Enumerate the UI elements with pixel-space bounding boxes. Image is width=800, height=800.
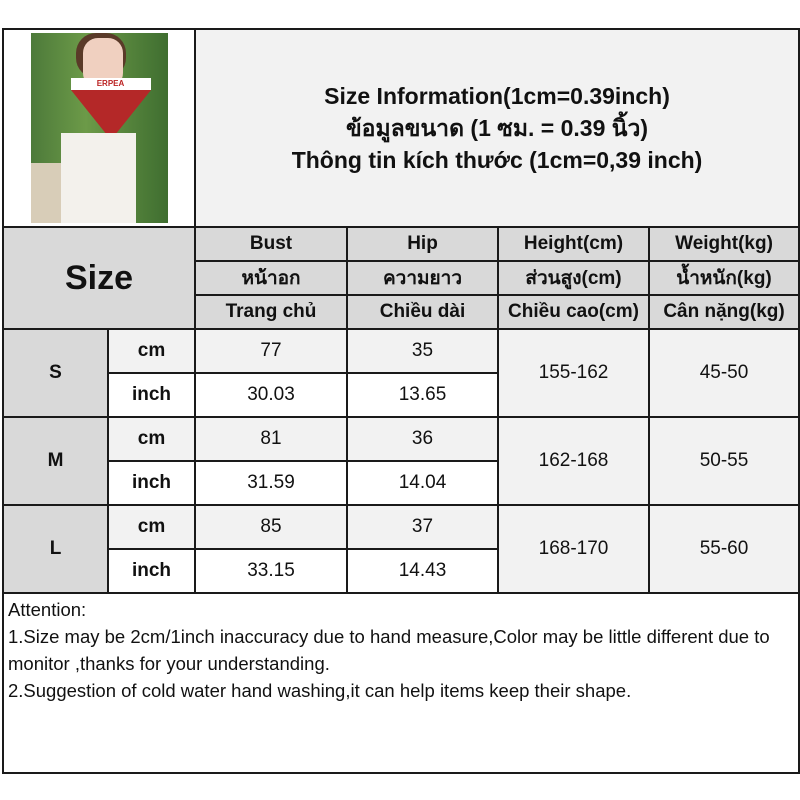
table-row-s-inch: inch 30.03 13.65 — [3, 372, 799, 418]
bust-cm-m: 81 — [194, 416, 348, 462]
size-label-m: M — [2, 416, 109, 506]
bust-inch-m: 31.59 — [194, 460, 348, 506]
table-row-l-inch: inch 33.15 14.43 — [3, 548, 799, 594]
unit-inch: inch — [107, 548, 196, 594]
size-label-l: L — [2, 504, 109, 594]
hip-inch-s: 13.65 — [346, 372, 499, 418]
hip-cm-s: 35 — [346, 328, 499, 374]
header-bust-en: Bust — [194, 226, 348, 262]
unit-cm: cm — [107, 416, 196, 462]
bust-inch-l: 33.15 — [194, 548, 348, 594]
unit-cm: cm — [107, 504, 196, 550]
attention-notes: Attention: 1.Size may be 2cm/1inch inacc… — [1, 592, 800, 774]
bust-cm-s: 77 — [194, 328, 348, 374]
table-row-l-cm: L cm 85 37 168-170 55-60 — [2, 504, 800, 594]
header-hip-vi: Chiều dài — [346, 294, 499, 330]
weight-m: 50-55 — [647, 416, 800, 506]
product-photo-cell: ERPEA — [2, 28, 196, 228]
bust-inch-s: 30.03 — [194, 372, 348, 418]
header-height-th: ส่วนสูง(cm) — [497, 260, 650, 296]
unit-inch: inch — [107, 372, 196, 418]
table-row-s-cm: S cm 77 35 155-162 45-50 — [2, 328, 800, 418]
hip-cm-l: 37 — [346, 504, 499, 550]
title-cell: Size Information(1cm=0.39inch) ข้อมูลขนา… — [193, 28, 800, 228]
height-m: 162-168 — [497, 416, 650, 506]
header-weight-en: Weight(kg) — [647, 226, 800, 262]
header-hip-en: Hip — [346, 226, 499, 262]
bust-cm-l: 85 — [194, 504, 348, 550]
weight-l: 55-60 — [647, 504, 800, 594]
height-s: 155-162 — [497, 328, 650, 418]
weight-s: 45-50 — [647, 328, 800, 418]
header-weight-vi: Cân nặng(kg) — [647, 294, 800, 330]
unit-inch: inch — [107, 460, 196, 506]
shirt-print-text: ERPEA — [70, 78, 151, 90]
unit-cm: cm — [107, 328, 196, 374]
hip-inch-m: 14.04 — [346, 460, 499, 506]
attention-note-2: 2.Suggestion of cold water hand washing,… — [8, 680, 632, 701]
height-l: 168-170 — [497, 504, 650, 594]
attention-heading: Attention: — [8, 599, 87, 620]
size-label-s: S — [2, 328, 109, 418]
table-row-m-inch: inch 31.59 14.04 — [3, 460, 799, 506]
header-bust-th: หน้าอก — [194, 260, 348, 296]
title-vietnamese: Thông tin kích thước (1cm=0,39 inch) — [291, 147, 703, 173]
size-header: Size — [2, 226, 196, 330]
hip-cm-m: 36 — [346, 416, 499, 462]
header-weight-th: น้ำหนัก(kg) — [647, 260, 800, 296]
product-photo: ERPEA — [30, 33, 168, 223]
header-hip-th: ความยาว — [346, 260, 499, 296]
title-thai: ข้อมูลขนาด (1 ซม. = 0.39 นิ้ว) — [345, 115, 649, 141]
header-bust-vi: Trang chủ — [194, 294, 348, 330]
size-chart-table: ERPEA Size Information(1cm=0.39inch) ข้อ… — [1, 28, 800, 774]
attention-note-1: 1.Size may be 2cm/1inch inaccuracy due t… — [8, 626, 770, 674]
header-height-vi: Chiều cao(cm) — [497, 294, 650, 330]
header-height-en: Height(cm) — [497, 226, 650, 262]
table-row-m-cm: M cm 81 36 162-168 50-55 — [2, 416, 800, 506]
hip-inch-l: 14.43 — [346, 548, 499, 594]
title-english: Size Information(1cm=0.39inch) — [324, 83, 670, 109]
